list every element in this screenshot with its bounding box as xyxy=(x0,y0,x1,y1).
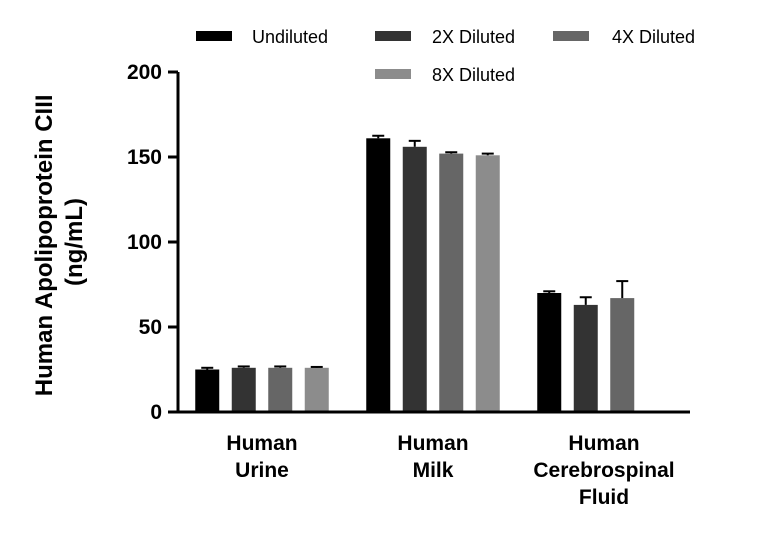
legend-label: 8X Diluted xyxy=(432,65,515,85)
bar xyxy=(231,367,256,412)
bar xyxy=(195,369,220,412)
y-tick-label: 200 xyxy=(127,61,162,84)
x-axis: Human Urine Human Milk Human Cerebrospinal Flu… xyxy=(176,410,690,509)
x-category-label: Human Urine xyxy=(226,432,297,482)
bar xyxy=(366,138,391,413)
y-tick-label: 100 xyxy=(127,231,162,254)
legend: Undiluted 2X Diluted 4X Diluted 8X Diluted xyxy=(196,27,695,85)
bar xyxy=(475,155,500,413)
legend-swatch xyxy=(196,31,232,41)
legend-swatch xyxy=(553,31,589,41)
x-category-label: Human Milk xyxy=(397,432,468,482)
bar xyxy=(610,298,635,412)
bar xyxy=(268,367,293,412)
y-axis-title-line-2: (ng/mL) xyxy=(61,198,88,286)
legend-swatch xyxy=(375,69,411,79)
bar xyxy=(439,153,464,412)
y-axis-title-line-1: Human Apolipoprotein CIII xyxy=(31,94,58,396)
y-tick-label: 150 xyxy=(127,146,162,169)
legend-label: Undiluted xyxy=(252,27,328,47)
legend-label: 4X Diluted xyxy=(612,27,695,47)
x-category-label: Human Cerebrospinal Fluid xyxy=(533,432,674,509)
legend-swatch xyxy=(375,31,411,41)
bar xyxy=(573,304,598,412)
bar xyxy=(402,146,427,413)
legend-label: 2X Diluted xyxy=(432,27,515,47)
y-tick-label: 0 xyxy=(150,401,162,424)
bar xyxy=(537,293,562,412)
y-axis-title: Human Apolipoprotein CIII (ng/mL) xyxy=(31,88,88,396)
y-tick-label: 50 xyxy=(139,316,162,339)
bars xyxy=(195,134,635,413)
y-axis: 0 50 100 150 200 xyxy=(127,61,180,424)
bar xyxy=(304,367,329,412)
